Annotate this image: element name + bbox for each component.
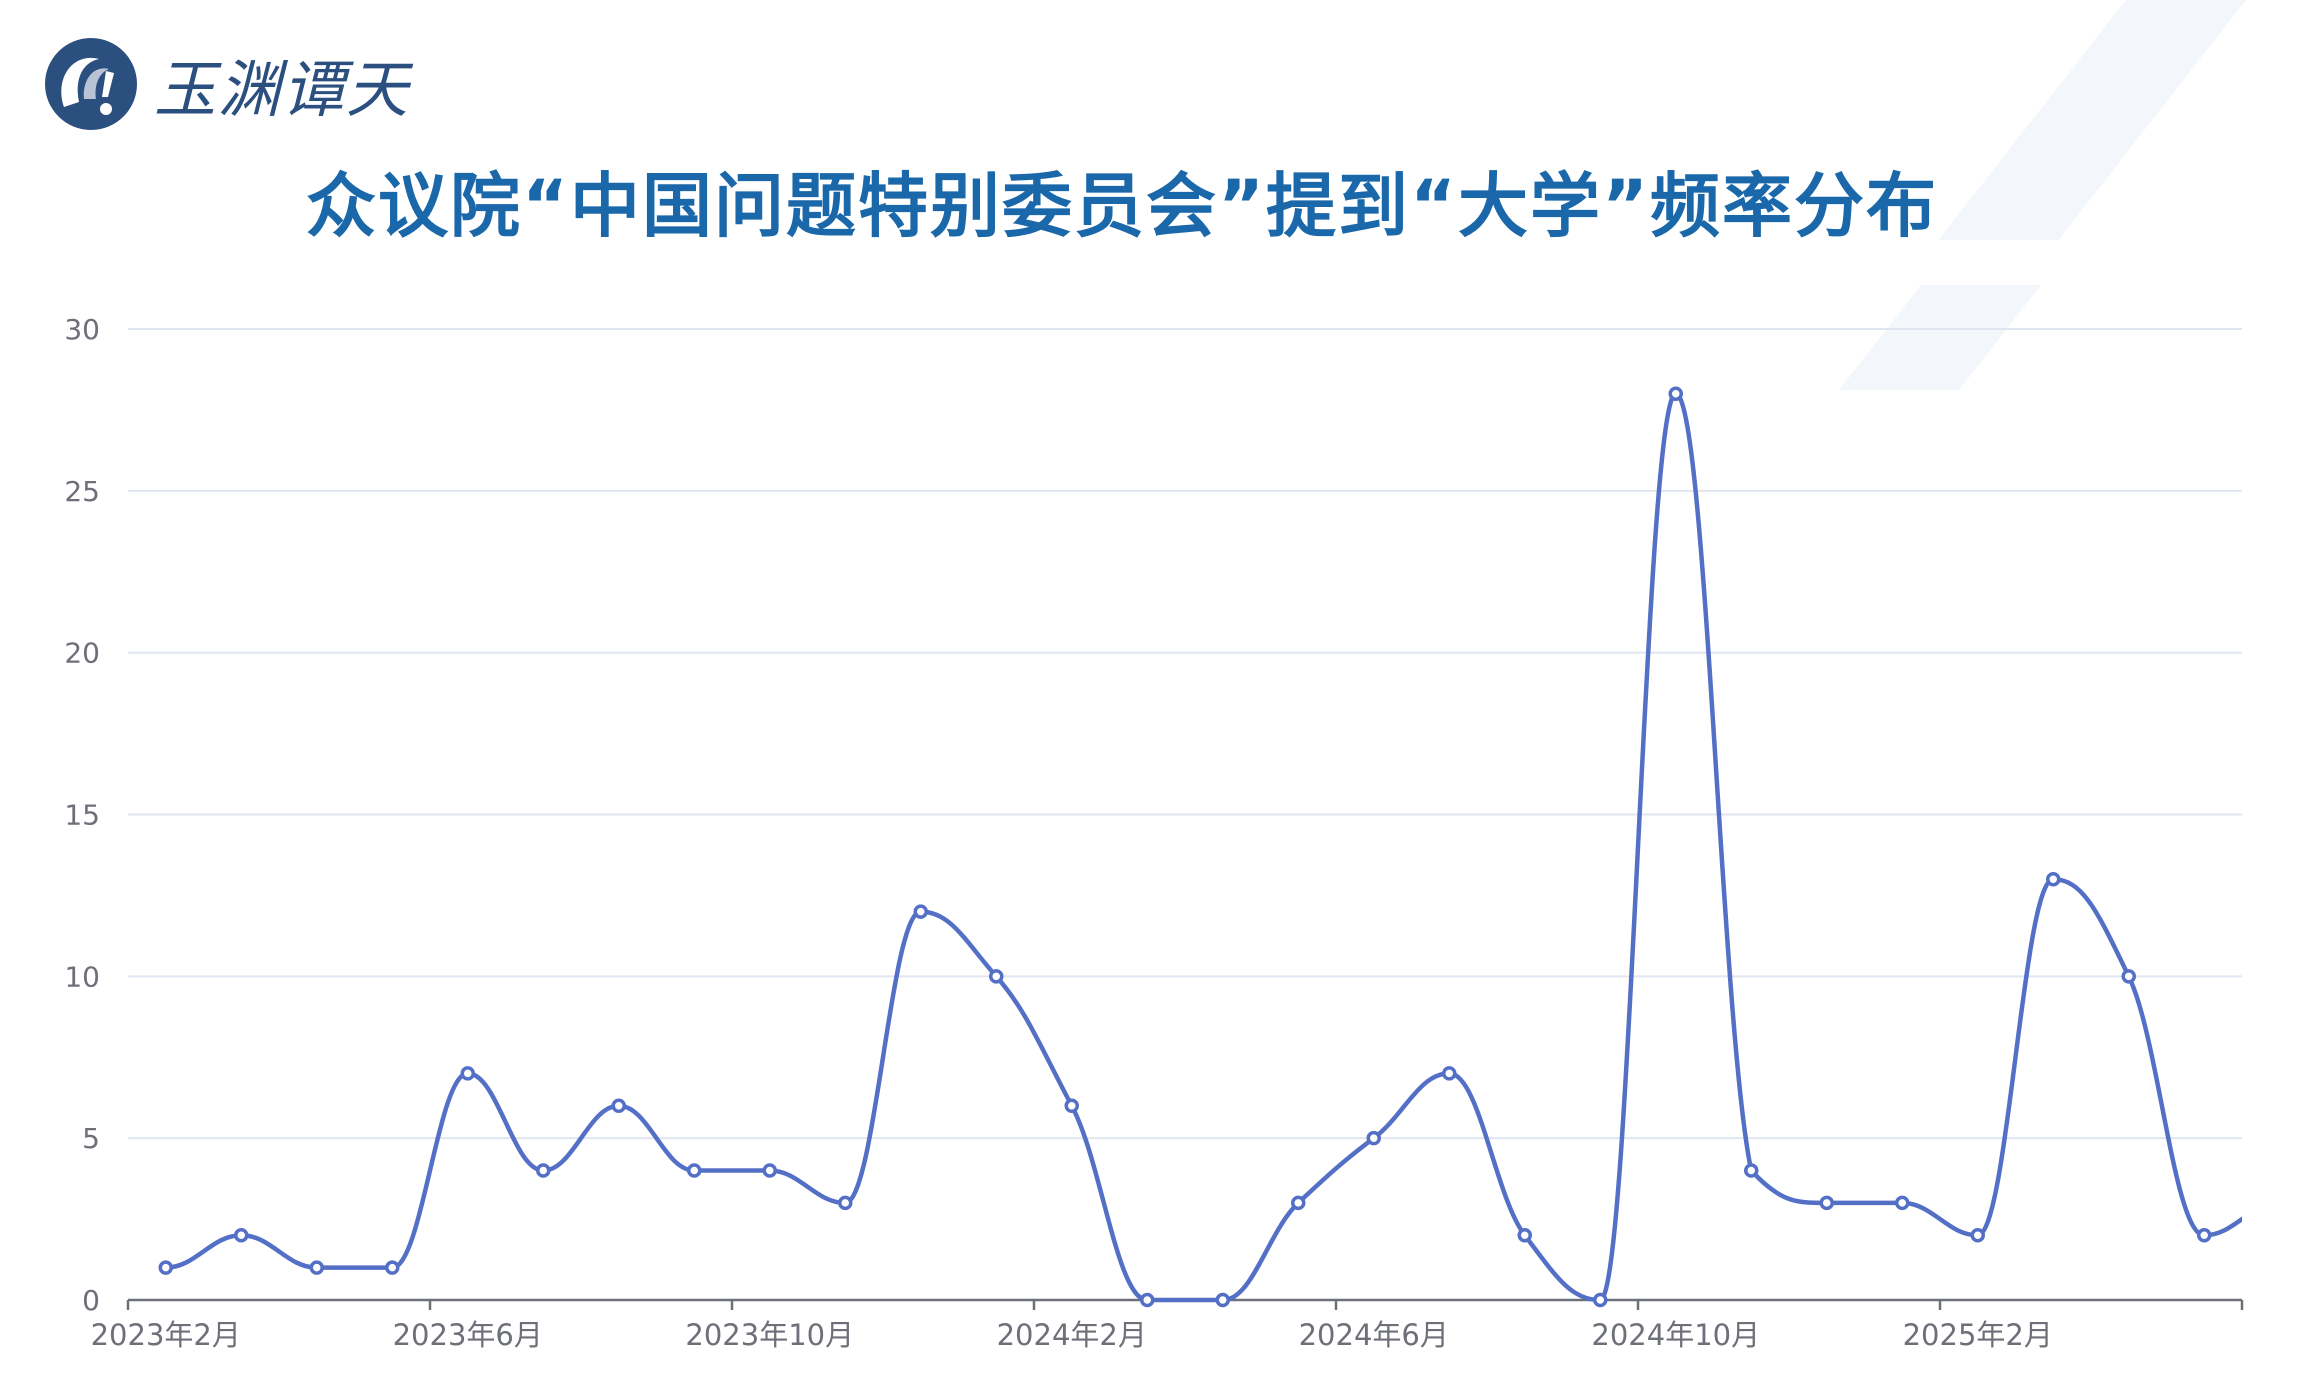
data-point (1668, 386, 1683, 401)
x-tick-label: 2023年10月 (685, 1318, 854, 1352)
x-tick-label: 2024年2月 (997, 1318, 1147, 1352)
data-point (838, 1195, 853, 1211)
data-point (2274, 1197, 2285, 1208)
logo-emblem-icon (45, 38, 137, 130)
data-point (913, 904, 928, 919)
y-tick-label: 15 (64, 799, 100, 832)
data-point (989, 969, 1004, 984)
data-point (1442, 1066, 1457, 1081)
chart-title: 众议院“中国问题特别委员会”提到“大学”频率分布 (305, 165, 1939, 247)
x-tick-label: 2025年2月 (1903, 1318, 2053, 1352)
data-point (1895, 1195, 1910, 1211)
y-tick-label: 20 (64, 637, 100, 670)
y-tick-label: 10 (64, 960, 100, 993)
data-point (2121, 969, 2136, 984)
series-line (165, 391, 2242, 1303)
data-point (1140, 1292, 1155, 1308)
data-point (1064, 1098, 1079, 1114)
data-point (2046, 871, 2061, 887)
data-point (309, 1260, 324, 1275)
data-point (1517, 1228, 1532, 1243)
data-point (1819, 1195, 1834, 1211)
data-point (460, 1066, 475, 1081)
x-tick-label: 2024年6月 (1299, 1318, 1449, 1352)
data-point (158, 1260, 173, 1275)
data-point (1291, 1195, 1306, 1211)
y-tick-label: 25 (64, 475, 100, 508)
data-point (385, 1260, 400, 1275)
y-tick-label: 30 (64, 313, 100, 346)
data-point (2197, 1228, 2212, 1243)
x-tick-label: 2024年10月 (1591, 1318, 1760, 1352)
y-tick-label: 5 (82, 1122, 100, 1155)
data-point (536, 1163, 551, 1178)
data-point (234, 1228, 249, 1243)
logo-text: 玉渊谭天 (154, 53, 411, 126)
data-point (1366, 1130, 1381, 1146)
data-point (1215, 1292, 1230, 1308)
data-point (611, 1098, 626, 1114)
y-tick-label: 0 (82, 1284, 100, 1317)
data-point (762, 1163, 777, 1178)
x-tick-label: 2023年6月 (393, 1318, 543, 1352)
data-point (1970, 1228, 1985, 1243)
x-tick-label: 2023年2月 (91, 1318, 241, 1352)
data-point (687, 1163, 702, 1178)
data-point (1744, 1163, 1759, 1178)
logo: 玉渊谭天 (44, 37, 410, 131)
data-point (1593, 1292, 1608, 1308)
